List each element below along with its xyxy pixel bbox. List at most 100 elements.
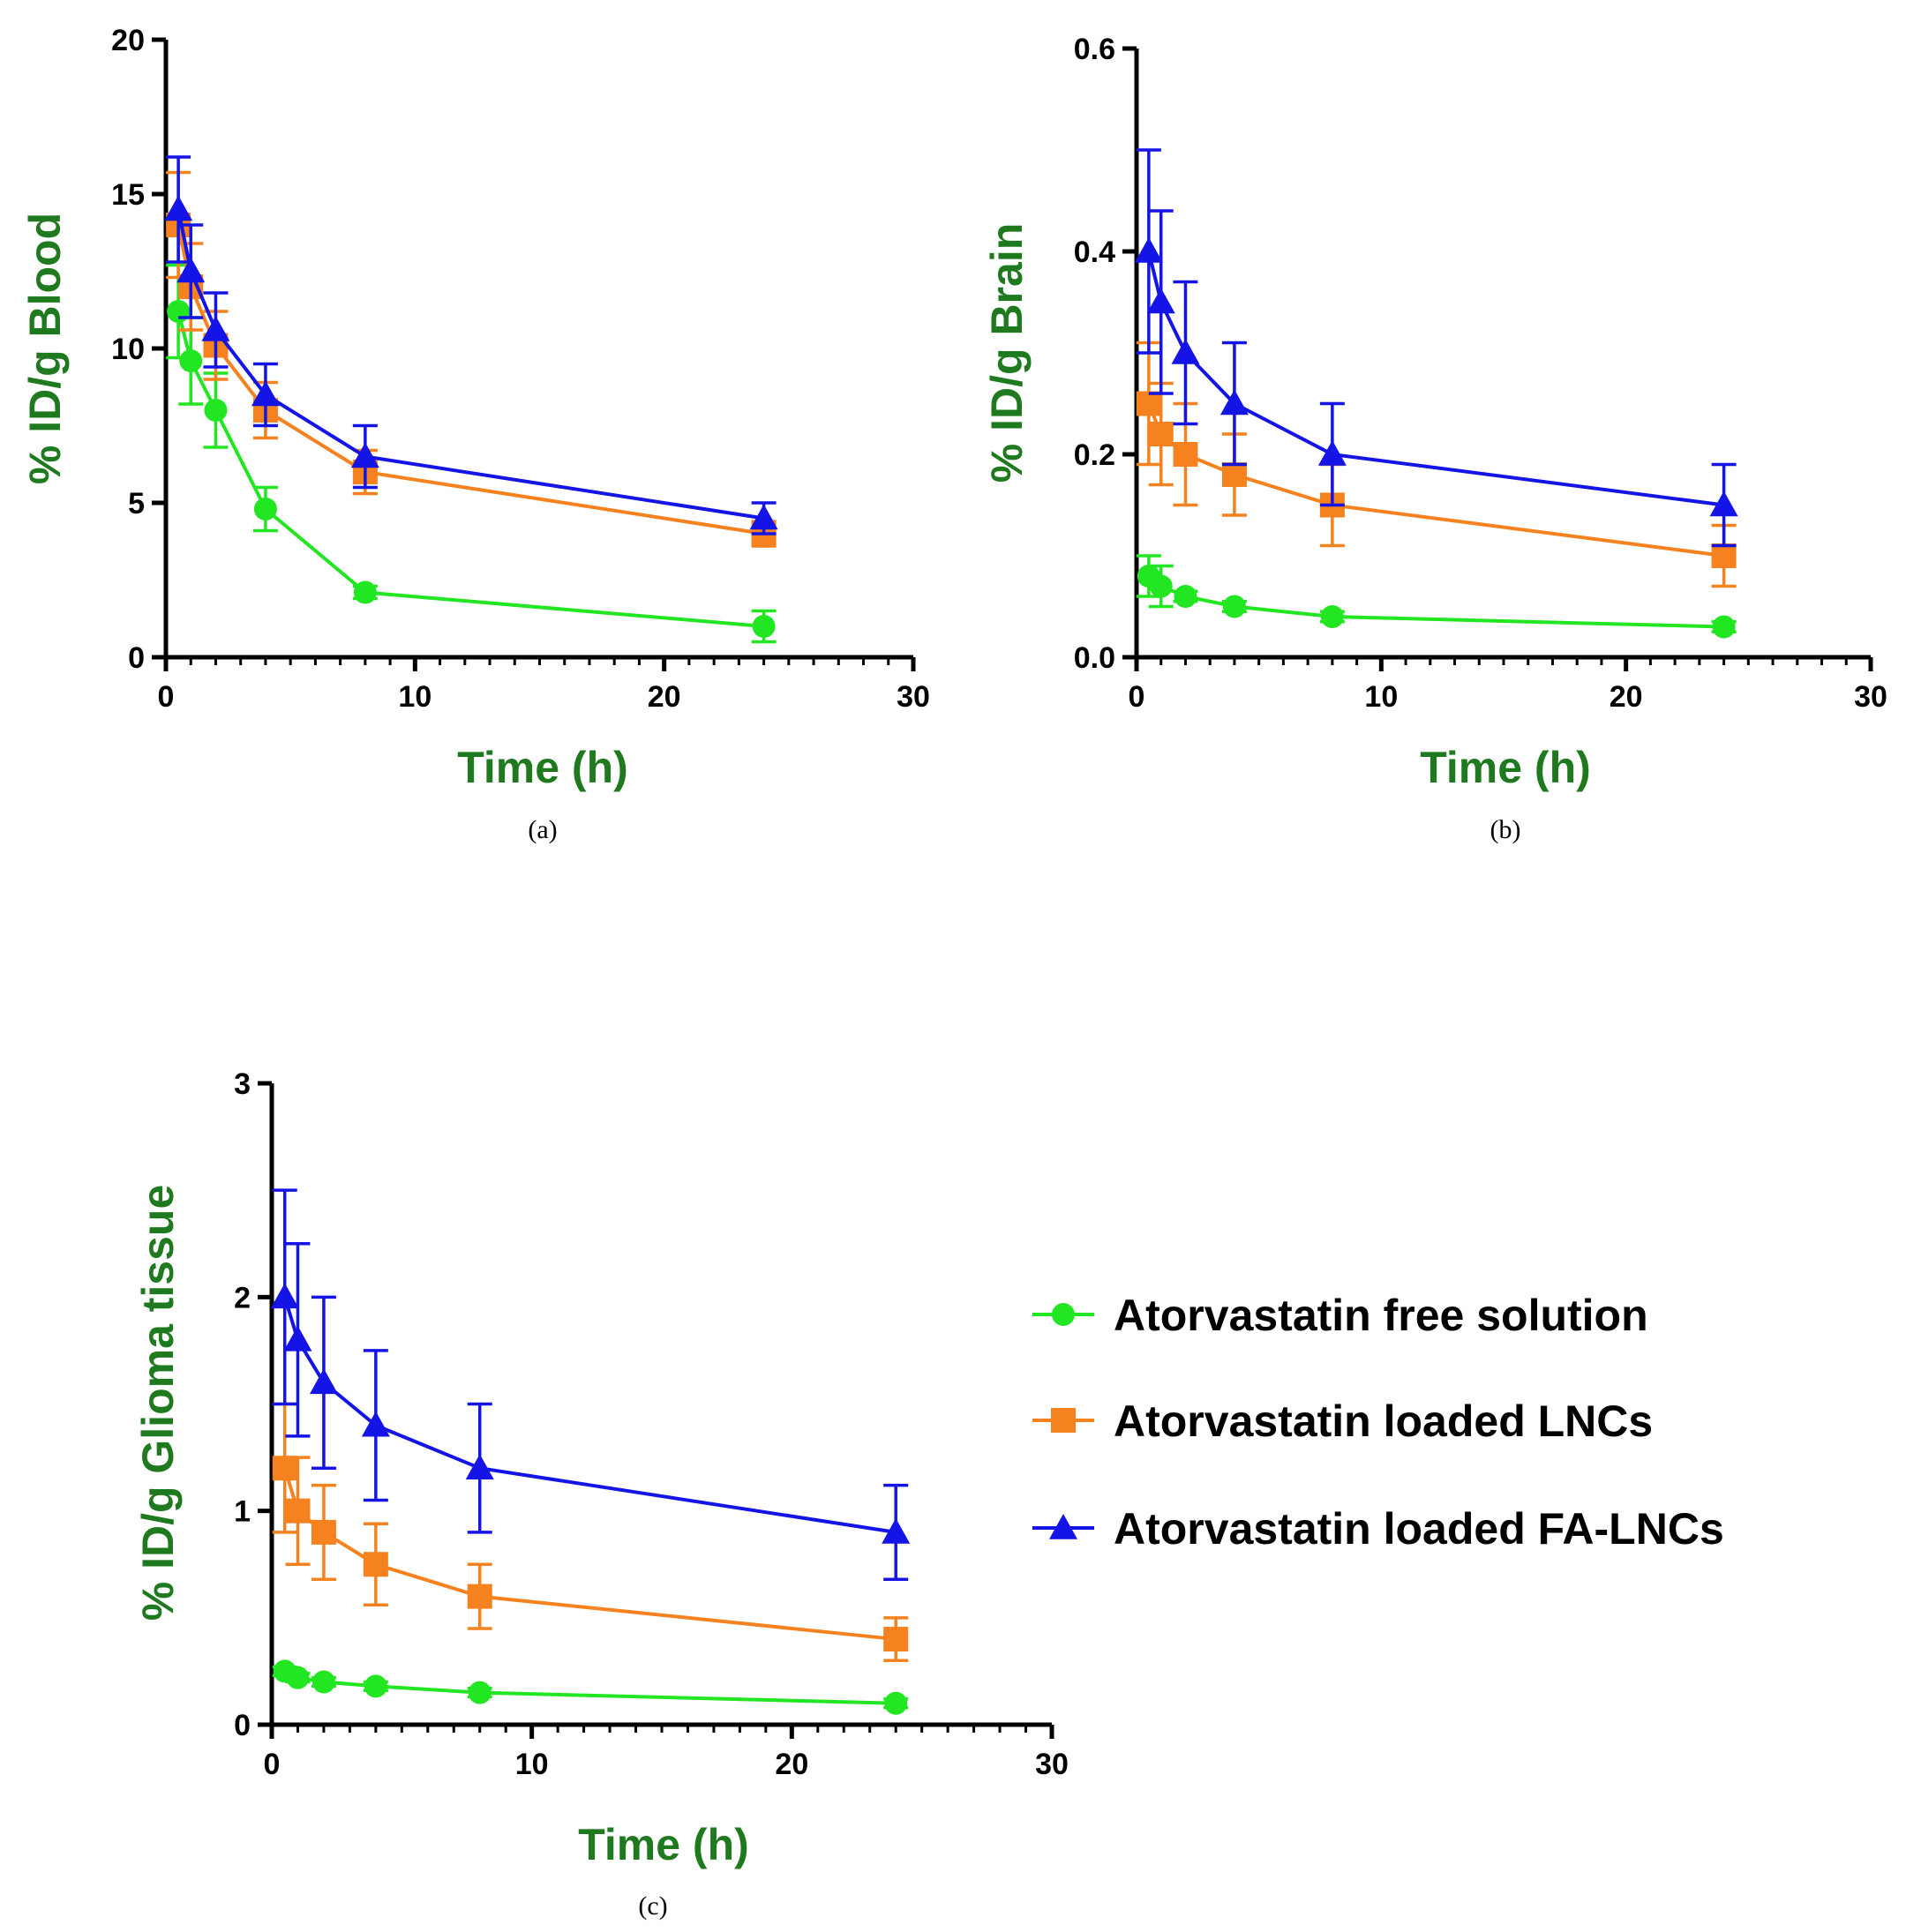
panel-a-x-tick-label: 0: [158, 680, 175, 714]
panel-a-fa_lncs-point: [350, 442, 379, 468]
panel-a-fa_lncs-point: [251, 380, 280, 407]
legend-swatch-free-solution: [1032, 1303, 1094, 1326]
panel-c-lncs-point: [311, 1519, 336, 1545]
panel-b-free_solution-point: [1222, 595, 1246, 618]
panel-a-axes: 0 10 20 30 0 5 10 15 20: [111, 24, 930, 714]
panel-a-x-tick-label: 20: [648, 680, 681, 714]
panel-c-lncs-point: [272, 1456, 297, 1481]
panel-a-y-tick-label: 5: [128, 487, 145, 520]
panel-c-free_solution-point: [311, 1670, 335, 1694]
panel-c-free_solution-point: [286, 1666, 310, 1689]
panel-b-fa_lncs-point: [1219, 389, 1249, 416]
legend-swatch-lncs: [1032, 1408, 1094, 1433]
panel-a-free_solution-point: [253, 498, 277, 520]
panel-c-marks: [270, 1188, 911, 1715]
panel-b-y-axis-title: % ID/g Brain: [982, 223, 1032, 483]
panel-c-fa_lncs-point: [270, 1283, 299, 1309]
panel-b-y-tick-label: 0.4: [1074, 236, 1115, 269]
panel-a-x-tick-label: 30: [897, 680, 930, 714]
legend-swatch-marker: [1052, 1303, 1075, 1326]
panel-c-y-axis-title: % ID/g Glioma tissue: [133, 1185, 183, 1621]
panel-b-free_solution-point: [1174, 585, 1197, 608]
panel-c-free_solution-point: [468, 1681, 492, 1704]
panel-c-fa_lncs-point: [309, 1368, 338, 1395]
panel-c-glioma: 0 10 20 30 0 1 2 3 Time (h) % ID/g Glioma tissu…: [133, 1067, 1069, 1921]
panel-c-x-tick-label: 10: [515, 1748, 549, 1781]
panel-a-y-tick-label: 15: [111, 178, 145, 212]
panel-c-x-tick-label: 0: [264, 1748, 281, 1781]
panel-a-blood: 0 10 20 30 0 5 10 15 20 Time (h) % ID/g Blood (a…: [20, 24, 930, 844]
panel-b-brain: 0 10 20 30 0.0 0.2 0.4 0.6 Time (h) % ID/g Brai…: [982, 33, 1887, 844]
panel-c-lncs-point: [467, 1584, 492, 1609]
panel-b-x-axis-title: Time (h): [1420, 743, 1591, 792]
panel-c-free_solution-point: [364, 1674, 387, 1698]
panel-b-y-tick-label: 0.2: [1074, 438, 1115, 472]
legend-label-fa-lncs: Atorvastatin loaded FA-LNCs: [1114, 1504, 1724, 1554]
panel-b-free_solution-point: [1320, 605, 1344, 628]
panel-b-x-tick-label: 0: [1129, 680, 1145, 714]
panel-a-marks: [164, 155, 778, 644]
panel-a-y-tick-label: 0: [128, 641, 145, 675]
panel-a-free_solution-point: [353, 580, 377, 604]
panel-c-lncs-point: [285, 1498, 311, 1524]
panel-b-fa_lncs-point: [1134, 237, 1163, 263]
panel-a-free_solution-point: [167, 300, 191, 323]
panel-c-fa_lncs-point: [283, 1325, 312, 1352]
panel-c-x-tick-label: 30: [1035, 1748, 1069, 1781]
panel-a-fa_lncs-point: [201, 316, 230, 341]
panel-c-axes: 0 10 20 30 0 1 2 3: [234, 1067, 1069, 1781]
panel-c-lncs-point: [883, 1627, 909, 1652]
panel-c-y-tick-label: 0: [234, 1709, 251, 1742]
legend-item-free-solution: Atorvastatin free solution: [1032, 1291, 1648, 1340]
panel-b-label: (b): [1490, 815, 1521, 844]
panel-c-fa_lncs-point: [361, 1411, 390, 1437]
panel-b-fa_lncs-point: [1709, 490, 1738, 517]
panel-a-fa_lncs-point: [164, 195, 193, 221]
panel-a-x-tick-label: 10: [398, 680, 431, 714]
panel-b-x-tick-label: 20: [1610, 680, 1643, 714]
panel-c-fa_lncs-point: [882, 1517, 911, 1544]
panel-b-x-tick-label: 30: [1854, 680, 1887, 714]
panel-a-x-axis-title: Time (h): [457, 743, 628, 792]
panel-c-y-tick-label: 3: [234, 1067, 251, 1101]
panel-a-y-axis-title: % ID/g Blood: [20, 213, 70, 484]
legend-label-lncs: Atorvastatin loaded LNCs: [1114, 1397, 1653, 1446]
panel-b-free_solution-point: [1712, 615, 1736, 639]
panel-a-fa_lncs-point: [749, 504, 778, 530]
panel-c-x-axis-title: Time (h): [578, 1820, 749, 1869]
panel-a-y-tick-label: 20: [111, 24, 145, 57]
panel-a-y-tick-label: 10: [111, 333, 145, 366]
panel-b-lncs-point: [1173, 442, 1198, 467]
panel-b-free_solution-point: [1149, 574, 1173, 598]
panel-b-fa_lncs-point: [1146, 288, 1175, 314]
legend-label-free-solution: Atorvastatin free solution: [1114, 1291, 1648, 1340]
legend-item-fa-lncs: Atorvastatin loaded FA-LNCs: [1032, 1504, 1724, 1554]
panel-b-lncs-point: [1136, 391, 1161, 416]
panel-c-lncs-point: [363, 1552, 388, 1577]
panel-b-y-tick-label: 0.0: [1074, 641, 1115, 675]
panel-b-axes: 0 10 20 30 0.0 0.2 0.4 0.6: [1074, 33, 1887, 714]
panel-c-free_solution-point: [884, 1691, 908, 1715]
panel-a-free_solution-point: [179, 349, 203, 372]
panel-a-fa_lncs-point: [176, 257, 206, 283]
panel-c-label: (c): [638, 1891, 667, 1921]
panel-b-y-tick-label: 0.6: [1074, 33, 1115, 66]
panel-b-lncs-point: [1148, 422, 1174, 446]
panel-a-label: (a): [528, 815, 557, 844]
panel-c-x-tick-label: 20: [775, 1748, 808, 1781]
legend-swatch-marker: [1049, 1514, 1077, 1539]
panel-c-y-tick-label: 1: [234, 1495, 251, 1529]
legend-swatch-fa-lncs: [1032, 1514, 1094, 1539]
panel-b-x-tick-label: 10: [1364, 680, 1398, 714]
panel-a-free_solution-point: [752, 615, 776, 638]
panel-c-y-tick-label: 2: [234, 1281, 251, 1314]
panel-c-fa_lncs-point: [465, 1454, 494, 1479]
panel-a-free_solution-point: [204, 399, 228, 422]
legend-item-lncs: Atorvastatin loaded LNCs: [1032, 1397, 1653, 1446]
panel-b-marks: [1134, 148, 1738, 639]
panel-b-fa_lncs-point: [1171, 339, 1200, 364]
legend: Atorvastatin free solution Atorvastatin …: [1032, 1291, 1724, 1554]
panel-a-free_solution-line: [176, 311, 764, 628]
panel-b-lncs-point: [1221, 462, 1247, 487]
